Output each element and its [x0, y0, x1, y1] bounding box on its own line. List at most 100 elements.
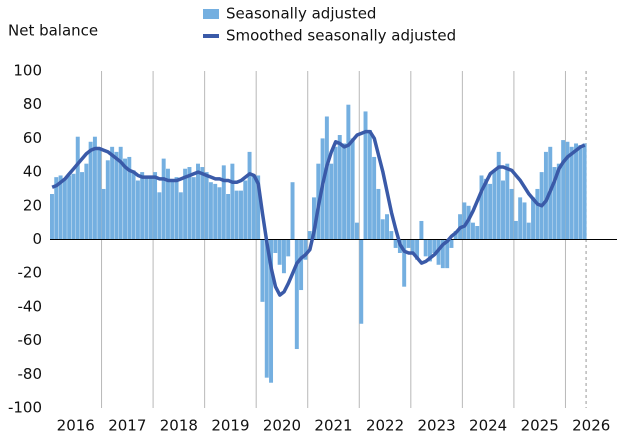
bar	[432, 239, 437, 253]
bar	[92, 136, 97, 240]
legend-swatch	[203, 9, 219, 19]
bar	[277, 239, 282, 265]
bar	[552, 167, 557, 240]
bar	[230, 163, 235, 240]
bar	[234, 190, 239, 240]
bar	[333, 146, 338, 240]
bar	[415, 239, 420, 260]
bar	[294, 239, 299, 350]
bar	[518, 197, 523, 240]
bar	[165, 168, 170, 240]
bar	[101, 188, 106, 240]
bar	[526, 222, 531, 240]
bar	[118, 146, 123, 240]
bar	[483, 178, 488, 240]
bar	[62, 178, 67, 240]
x-tick-label: 2026	[572, 417, 610, 435]
y-tick-label: -20	[18, 264, 43, 282]
line	[51, 129, 586, 297]
bar	[71, 173, 76, 240]
legend-label: Seasonally adjusted	[226, 5, 376, 23]
bar	[80, 172, 85, 240]
bar	[376, 188, 381, 240]
bar	[501, 180, 505, 240]
bar	[505, 163, 510, 240]
y-tick-label: 80	[23, 95, 42, 113]
bar	[247, 151, 252, 240]
bar	[312, 197, 316, 240]
bar	[367, 129, 372, 240]
bar	[453, 231, 458, 240]
bar	[161, 158, 166, 240]
bar	[350, 138, 355, 240]
bar	[531, 197, 536, 240]
bar	[354, 222, 359, 240]
bar	[449, 239, 454, 248]
bar	[303, 239, 308, 260]
x-tick-label: 2020	[263, 417, 301, 435]
bar	[440, 239, 445, 269]
bar	[445, 239, 450, 269]
y-tick-label: 100	[13, 62, 42, 80]
bar	[114, 151, 119, 240]
bar	[380, 219, 385, 240]
bar	[50, 194, 54, 240]
legend-label: Smoothed seasonally adjusted	[226, 27, 456, 45]
bar	[97, 148, 102, 240]
x-tick-label: 2017	[108, 417, 146, 435]
bar	[569, 146, 574, 240]
bar	[123, 158, 127, 240]
bar	[479, 175, 484, 240]
y-tick-label: -80	[18, 365, 43, 383]
bar	[131, 170, 136, 240]
bar	[342, 143, 347, 240]
bar	[419, 220, 424, 240]
bar	[200, 167, 205, 240]
y-axis-label: Net balance	[8, 22, 98, 40]
bar	[406, 239, 411, 248]
bar	[509, 188, 514, 240]
bar	[264, 239, 269, 378]
y-tick-label: -40	[18, 297, 43, 315]
bar	[213, 183, 218, 240]
x-tick-label: 2024	[469, 417, 507, 435]
bar	[324, 116, 329, 240]
bar	[535, 188, 540, 240]
bar	[153, 172, 158, 240]
bar	[462, 202, 467, 240]
bar	[286, 239, 291, 257]
bar	[75, 136, 80, 240]
bar	[105, 160, 110, 240]
y-tick-label: 40	[23, 163, 42, 181]
bar	[84, 163, 89, 240]
bar	[496, 151, 501, 240]
bar	[423, 239, 428, 257]
x-tick-label: 2022	[366, 417, 404, 435]
bar	[144, 177, 149, 240]
bar	[191, 177, 196, 240]
y-tick-label: 0	[32, 230, 42, 248]
bar	[565, 141, 570, 240]
bar	[127, 156, 132, 240]
bar	[58, 175, 63, 240]
bar	[260, 239, 265, 302]
bar	[427, 239, 432, 262]
y-tick-label: -60	[18, 331, 43, 349]
y-tick-label: 20	[23, 196, 42, 214]
bar	[204, 172, 209, 240]
bar	[410, 239, 415, 253]
bar	[178, 192, 183, 240]
bar	[522, 202, 527, 240]
bar	[402, 239, 407, 287]
bar	[174, 177, 179, 240]
y-tick-label: 60	[23, 129, 42, 147]
bar	[363, 111, 368, 240]
bar	[582, 143, 587, 240]
bar	[543, 151, 548, 240]
bar	[513, 220, 518, 240]
bar	[54, 177, 59, 240]
bar	[346, 104, 351, 240]
bar	[389, 231, 394, 240]
bar	[88, 141, 93, 240]
